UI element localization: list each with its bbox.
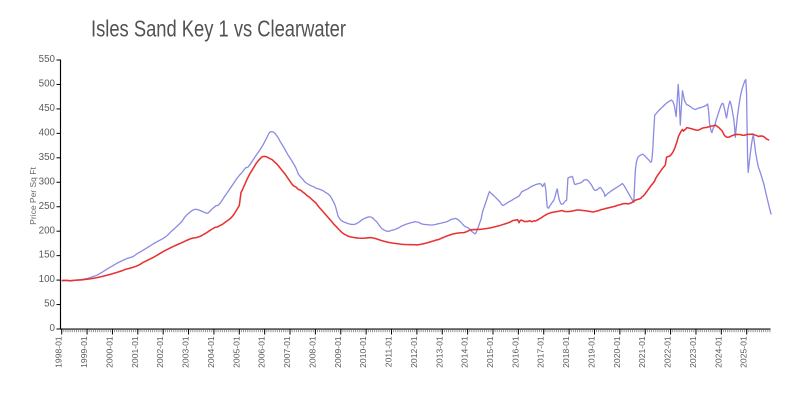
svg-text:100: 100 — [39, 274, 56, 285]
svg-text:2018-01: 2018-01 — [561, 336, 571, 368]
svg-text:2017-01: 2017-01 — [536, 336, 546, 368]
svg-text:2023-01: 2023-01 — [688, 336, 698, 368]
svg-text:1999-01: 1999-01 — [79, 336, 89, 368]
svg-text:2020-01: 2020-01 — [612, 336, 622, 368]
svg-text:2013-01: 2013-01 — [434, 336, 444, 368]
svg-text:2001-01: 2001-01 — [130, 336, 140, 368]
svg-text:0: 0 — [50, 323, 56, 334]
svg-text:500: 500 — [39, 79, 56, 90]
svg-text:2008-01: 2008-01 — [307, 336, 317, 368]
svg-text:2004-01: 2004-01 — [206, 336, 216, 368]
svg-text:300: 300 — [39, 176, 56, 187]
svg-text:Price Per Sq Ft: Price Per Sq Ft — [28, 167, 38, 225]
svg-text:Isles Sand Key 1 vs Clearwater: Isles Sand Key 1 vs Clearwater — [91, 16, 346, 42]
svg-text:2003-01: 2003-01 — [181, 336, 191, 368]
svg-text:1998-01: 1998-01 — [54, 336, 64, 368]
svg-text:2014-01: 2014-01 — [460, 336, 470, 368]
svg-text:2012-01: 2012-01 — [409, 336, 419, 368]
svg-text:150: 150 — [39, 250, 56, 261]
svg-text:2021-01: 2021-01 — [637, 336, 647, 368]
svg-text:50: 50 — [44, 299, 55, 310]
svg-text:2016-01: 2016-01 — [510, 336, 520, 368]
svg-text:2007-01: 2007-01 — [282, 336, 292, 368]
svg-text:2019-01: 2019-01 — [586, 336, 596, 368]
svg-text:2010-01: 2010-01 — [358, 336, 368, 368]
svg-text:400: 400 — [39, 127, 56, 138]
svg-text:2009-01: 2009-01 — [333, 336, 343, 368]
svg-text:2025-01: 2025-01 — [739, 336, 749, 368]
svg-text:450: 450 — [39, 103, 56, 114]
svg-text:2002-01: 2002-01 — [155, 336, 165, 368]
svg-text:2005-01: 2005-01 — [231, 336, 241, 368]
svg-text:2000-01: 2000-01 — [104, 336, 114, 368]
svg-text:200: 200 — [39, 225, 56, 236]
svg-text:2015-01: 2015-01 — [485, 336, 495, 368]
svg-text:2011-01: 2011-01 — [384, 336, 394, 367]
svg-text:2006-01: 2006-01 — [257, 336, 267, 368]
svg-text:2024-01: 2024-01 — [713, 336, 723, 368]
svg-text:2022-01: 2022-01 — [663, 336, 673, 368]
svg-text:250: 250 — [39, 201, 56, 212]
svg-text:550: 550 — [39, 54, 56, 65]
svg-text:350: 350 — [39, 152, 56, 163]
